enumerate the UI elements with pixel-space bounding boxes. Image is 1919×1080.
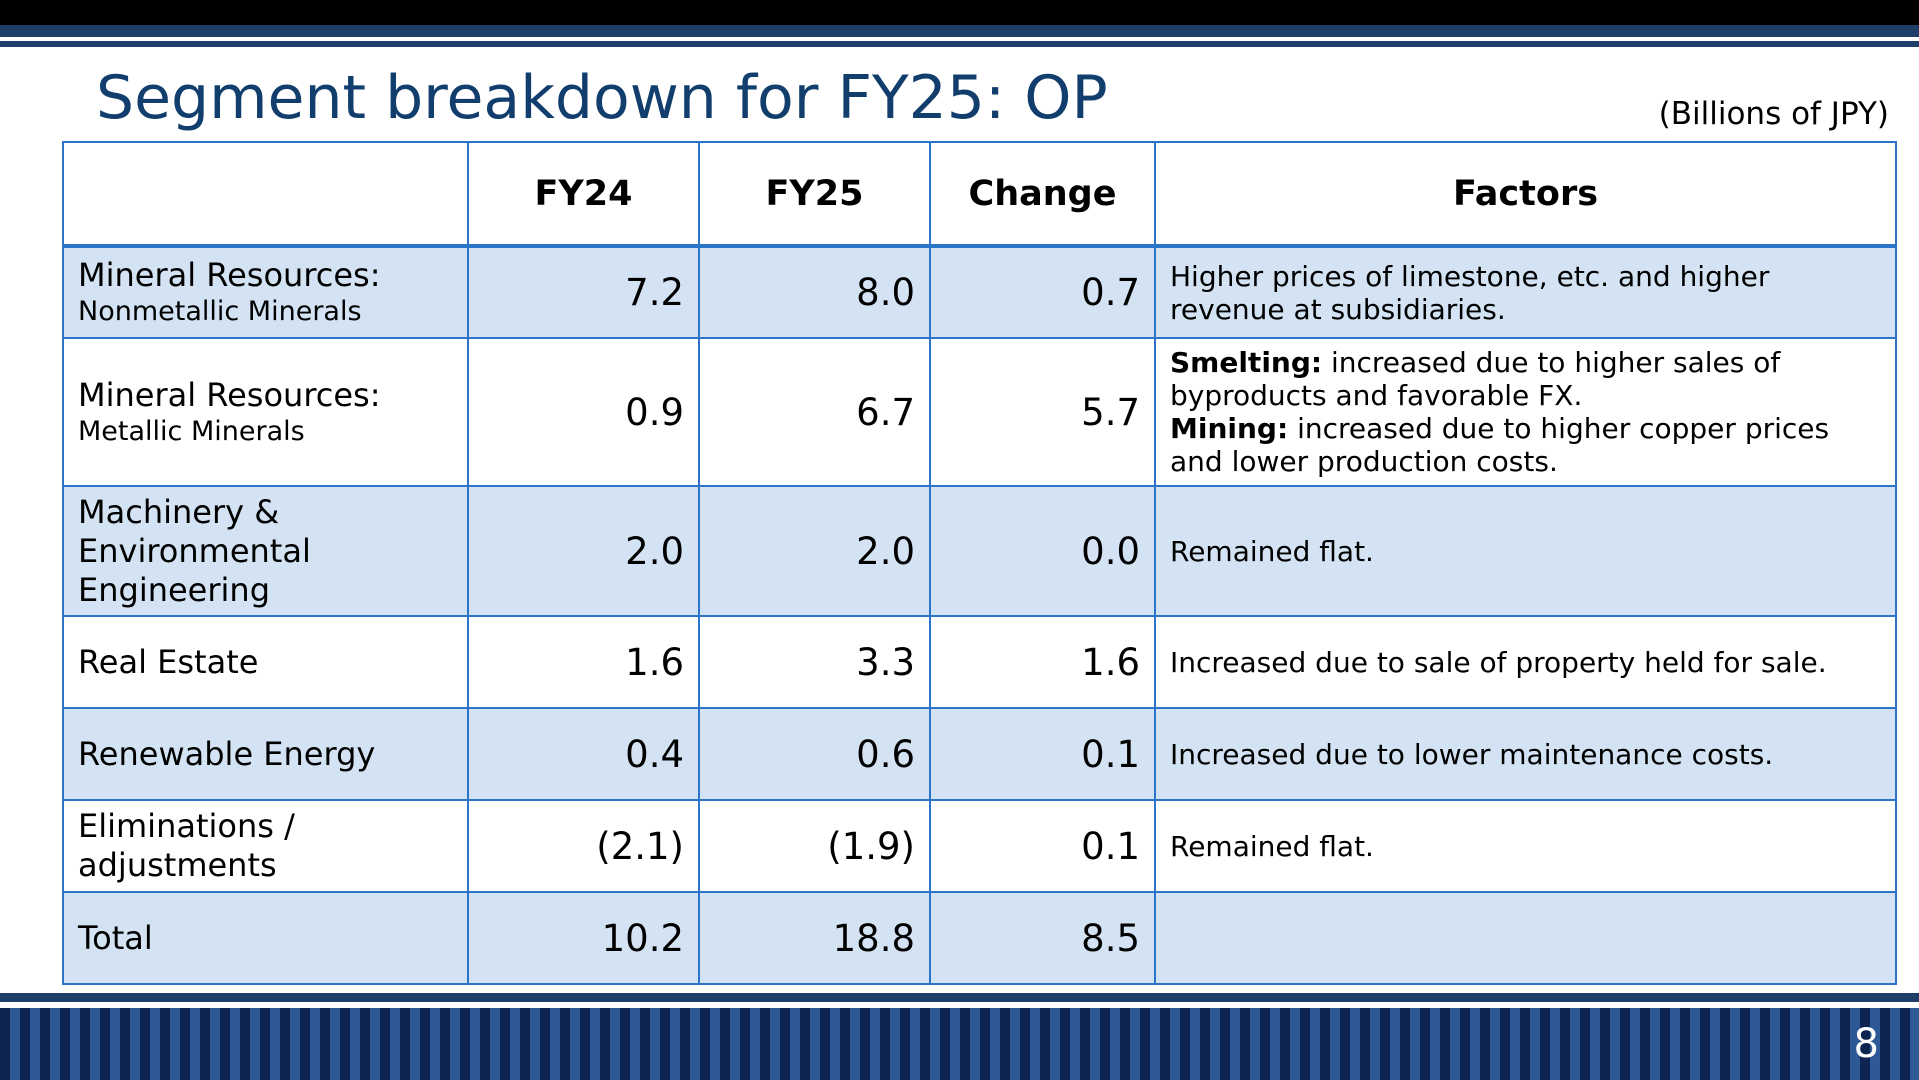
factor-line: Increased due to lower maintenance costs… — [1170, 738, 1881, 771]
header-factors: Factors — [1154, 141, 1897, 248]
factor-label: Mining: — [1170, 412, 1289, 445]
factor-label: Smelting: — [1170, 346, 1323, 379]
factor-text: Remained flat. — [1170, 534, 1374, 568]
page-title: Segment breakdown for FY25: OP — [96, 63, 1108, 133]
segment-cell: Eliminations / adjustments — [62, 799, 469, 893]
segment-cell: Machinery & Environmental Engineering — [62, 485, 469, 617]
table-body: Mineral Resources: Nonmetallic Minerals 7.… — [62, 245, 1897, 985]
value-change: 8.5 — [929, 891, 1156, 985]
header-segment — [62, 141, 469, 248]
segment-op-table: FY24 FY25 Change Factors Mineral Resourc… — [62, 141, 1897, 985]
value-fy24: (2.1) — [467, 799, 700, 893]
segment-cell: Total — [62, 891, 469, 985]
top-navy-bar — [0, 25, 1919, 37]
factor-text: Increased due to sale of property held f… — [1170, 645, 1827, 679]
factor-text: Increased due to lower maintenance costs… — [1170, 737, 1774, 771]
segment-cell: Renewable Energy — [62, 707, 469, 801]
value-fy24: 2.0 — [467, 485, 700, 617]
table-row: Eliminations / adjustments (2.1) (1.9) 0.1 R… — [62, 799, 1897, 893]
bottom-stripe-band — [0, 1008, 1919, 1080]
factors-cell — [1154, 891, 1897, 985]
segment-name: Eliminations / adjustments — [78, 807, 295, 884]
unit-label: (Billions of JPY) — [1658, 96, 1889, 132]
table-row: Total 10.2 18.8 8.5 — [62, 891, 1897, 985]
factor-line: Remained flat. — [1170, 535, 1881, 568]
value-change: 0.1 — [929, 707, 1156, 801]
value-fy24: 10.2 — [467, 891, 700, 985]
value-fy24: 0.9 — [467, 337, 700, 487]
segment-cell: Real Estate — [62, 615, 469, 709]
header-fy25: FY25 — [698, 141, 931, 248]
value-fy24: 7.2 — [467, 245, 700, 339]
segment-subname: Metallic Minerals — [78, 415, 305, 447]
factor-line: Higher prices of limestone, etc. and hig… — [1170, 260, 1881, 326]
factors-cell: Higher prices of limestone, etc. and hig… — [1154, 245, 1897, 339]
table-row: Renewable Energy 0.4 0.6 0.1 Increased due t… — [62, 707, 1897, 801]
factors-cell: Increased due to sale of property held f… — [1154, 615, 1897, 709]
factor-text: increased due to higher sales of byprodu… — [1170, 346, 1781, 412]
segment-name: Real Estate — [78, 642, 259, 681]
header-fy24: FY24 — [467, 141, 700, 248]
value-fy25: 8.0 — [698, 245, 931, 339]
segment-name: Machinery & Environmental Engineering — [78, 492, 311, 609]
top-black-bar — [0, 0, 1919, 25]
factor-text: increased due to higher copper prices an… — [1170, 412, 1830, 478]
segment-subname: Nonmetallic Minerals — [78, 296, 362, 327]
table-row: Real Estate 1.6 3.3 1.6 Increased due to sal… — [62, 615, 1897, 709]
segment-name: Renewable Energy — [78, 734, 376, 773]
page-number: 8 — [1853, 1021, 1879, 1067]
value-fy25: 18.8 — [698, 891, 931, 985]
factors-cell: Smelting: increased due to higher sales … — [1154, 337, 1897, 487]
bottom-thin-bar — [0, 993, 1919, 1002]
segment-name: Mineral Resources: — [78, 256, 381, 294]
factor-text: Remained flat. — [1170, 829, 1374, 863]
top-thin-bar — [0, 41, 1919, 47]
factor-line: Increased due to sale of property held f… — [1170, 646, 1881, 679]
table-row: Machinery & Environmental Engineering 2.0… — [62, 485, 1897, 617]
factor-text: Higher prices of limestone, etc. and hig… — [1170, 259, 1770, 326]
table-header-row: FY24 FY25 Change Factors — [62, 141, 1897, 248]
value-fy25: 2.0 — [698, 485, 931, 617]
factor-line: Smelting: increased due to higher sales … — [1170, 346, 1881, 412]
segment-name: Total — [78, 918, 153, 957]
factor-line: Remained flat. — [1170, 830, 1881, 863]
value-fy25: (1.9) — [698, 799, 931, 893]
value-change: 0.1 — [929, 799, 1156, 893]
header-change: Change — [929, 141, 1156, 248]
segment-cell: Mineral Resources: Metallic Minerals — [62, 337, 469, 487]
factor-line: Mining: increased due to higher copper p… — [1170, 412, 1881, 478]
factors-cell: Increased due to lower maintenance costs… — [1154, 707, 1897, 801]
value-change: 5.7 — [929, 337, 1156, 487]
segment-cell: Mineral Resources: Nonmetallic Minerals — [62, 245, 469, 339]
value-fy25: 3.3 — [698, 615, 931, 709]
value-change: 0.7 — [929, 245, 1156, 339]
value-fy24: 1.6 — [467, 615, 700, 709]
segment-name: Mineral Resources: — [78, 375, 381, 414]
value-fy25: 0.6 — [698, 707, 931, 801]
value-change: 1.6 — [929, 615, 1156, 709]
value-change: 0.0 — [929, 485, 1156, 617]
factors-cell: Remained flat. — [1154, 485, 1897, 617]
value-fy24: 0.4 — [467, 707, 700, 801]
factors-cell: Remained flat. — [1154, 799, 1897, 893]
value-fy25: 6.7 — [698, 337, 931, 487]
table-row: Mineral Resources: Nonmetallic Minerals 7.… — [62, 245, 1897, 339]
table-row: Mineral Resources: Metallic Minerals 0.9 6.… — [62, 337, 1897, 487]
